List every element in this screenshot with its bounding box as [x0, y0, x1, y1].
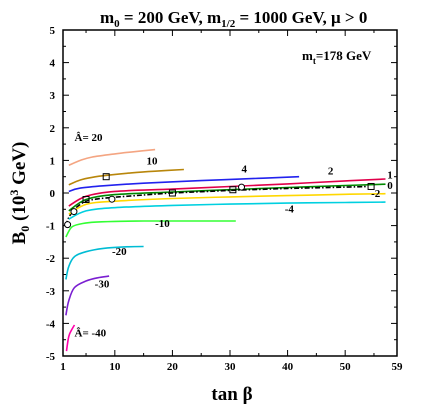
square-marker — [102, 173, 110, 181]
series-line — [65, 185, 369, 226]
x-axis-label: tan β — [211, 384, 252, 405]
curve-label: -4 — [285, 204, 295, 216]
curve-label: -30 — [95, 279, 110, 291]
mt-rest: =178 GeV — [316, 48, 372, 63]
circle-marker — [64, 221, 72, 229]
curve-label: 4 — [242, 163, 248, 175]
ylabel-end: GeV) — [9, 142, 30, 190]
title-mhalf-val: = 1000 GeV, μ > 0 — [235, 8, 367, 27]
series-line — [65, 275, 110, 316]
y-tick-label: 5 — [50, 25, 56, 37]
x-tick-label: 59 — [392, 361, 404, 373]
y-tick-label: 4 — [50, 58, 56, 70]
title-m0: m — [100, 8, 114, 27]
ylabel-sup: 3 — [7, 190, 21, 196]
series-line — [68, 192, 386, 215]
y-tick-label: -3 — [46, 286, 56, 298]
x-tick-label: 40 — [282, 361, 294, 373]
x-tick-label: 20 — [167, 361, 179, 373]
title-m0-sub: 0 — [114, 18, 120, 30]
y-tick-label: 0 — [50, 188, 56, 200]
square-marker — [168, 189, 176, 197]
markers — [64, 173, 375, 229]
title-mhalf: m — [207, 8, 221, 27]
series-line — [68, 183, 386, 212]
curve-label: 10 — [147, 155, 159, 167]
x-tick-label: 1 — [60, 361, 66, 373]
curve-label: Â= -40 — [75, 327, 107, 339]
title-m0-val: = 200 GeV, — [120, 8, 207, 27]
series-line — [65, 220, 236, 238]
square-marker — [367, 182, 375, 190]
chart-title: m0 = 200 GeV, m1/2 = 1000 GeV, μ > 0 — [100, 8, 367, 30]
y-tick-label: -2 — [46, 253, 56, 265]
circle-marker — [70, 208, 78, 216]
curve-labels: Â= 20 10 4 2 10 -2 -4 -10 -20 -30 Â= -40 — [75, 132, 394, 340]
series-line — [68, 201, 386, 220]
y-axis-label: B0 (103 GeV) — [7, 142, 32, 245]
square-marker — [82, 196, 90, 204]
y-tick-label: 2 — [50, 123, 56, 135]
x-tick-label: 50 — [340, 361, 352, 373]
mt-annotation: mt=178 GeV — [302, 48, 372, 66]
curve-label: -20 — [112, 246, 127, 258]
curve-label: -10 — [155, 218, 170, 230]
curve-label: 0 — [387, 180, 393, 192]
ylabel-sub: 0 — [18, 226, 32, 232]
series-line — [65, 245, 144, 280]
series-line — [65, 324, 76, 352]
series-line — [68, 148, 156, 167]
series-line — [68, 178, 386, 207]
y-tick-label: -5 — [46, 351, 56, 363]
mt-sub: t — [313, 56, 316, 66]
curve-label: Â= 20 — [75, 132, 103, 144]
curve-label: 1 — [387, 169, 393, 181]
x-tick-label: 30 — [225, 361, 237, 373]
y-tick-label: 3 — [50, 90, 56, 102]
curve-label: -2 — [371, 188, 381, 200]
y-tick-label: -4 — [46, 318, 56, 330]
y-tick-label: -1 — [46, 221, 55, 233]
square-marker — [229, 186, 237, 194]
curve-label: 2 — [328, 165, 334, 177]
mt-prefix: m — [302, 48, 313, 63]
ylabel-rest: (10 — [9, 196, 30, 226]
series-line — [68, 175, 300, 193]
curves — [65, 148, 386, 352]
y-tick-label: 1 — [50, 155, 56, 167]
title-mhalf-sub: 1/2 — [221, 18, 236, 30]
circle-marker — [108, 195, 116, 203]
circle-marker — [238, 183, 246, 191]
x-tick-label: 10 — [109, 361, 121, 373]
ylabel-main: B — [9, 231, 30, 244]
